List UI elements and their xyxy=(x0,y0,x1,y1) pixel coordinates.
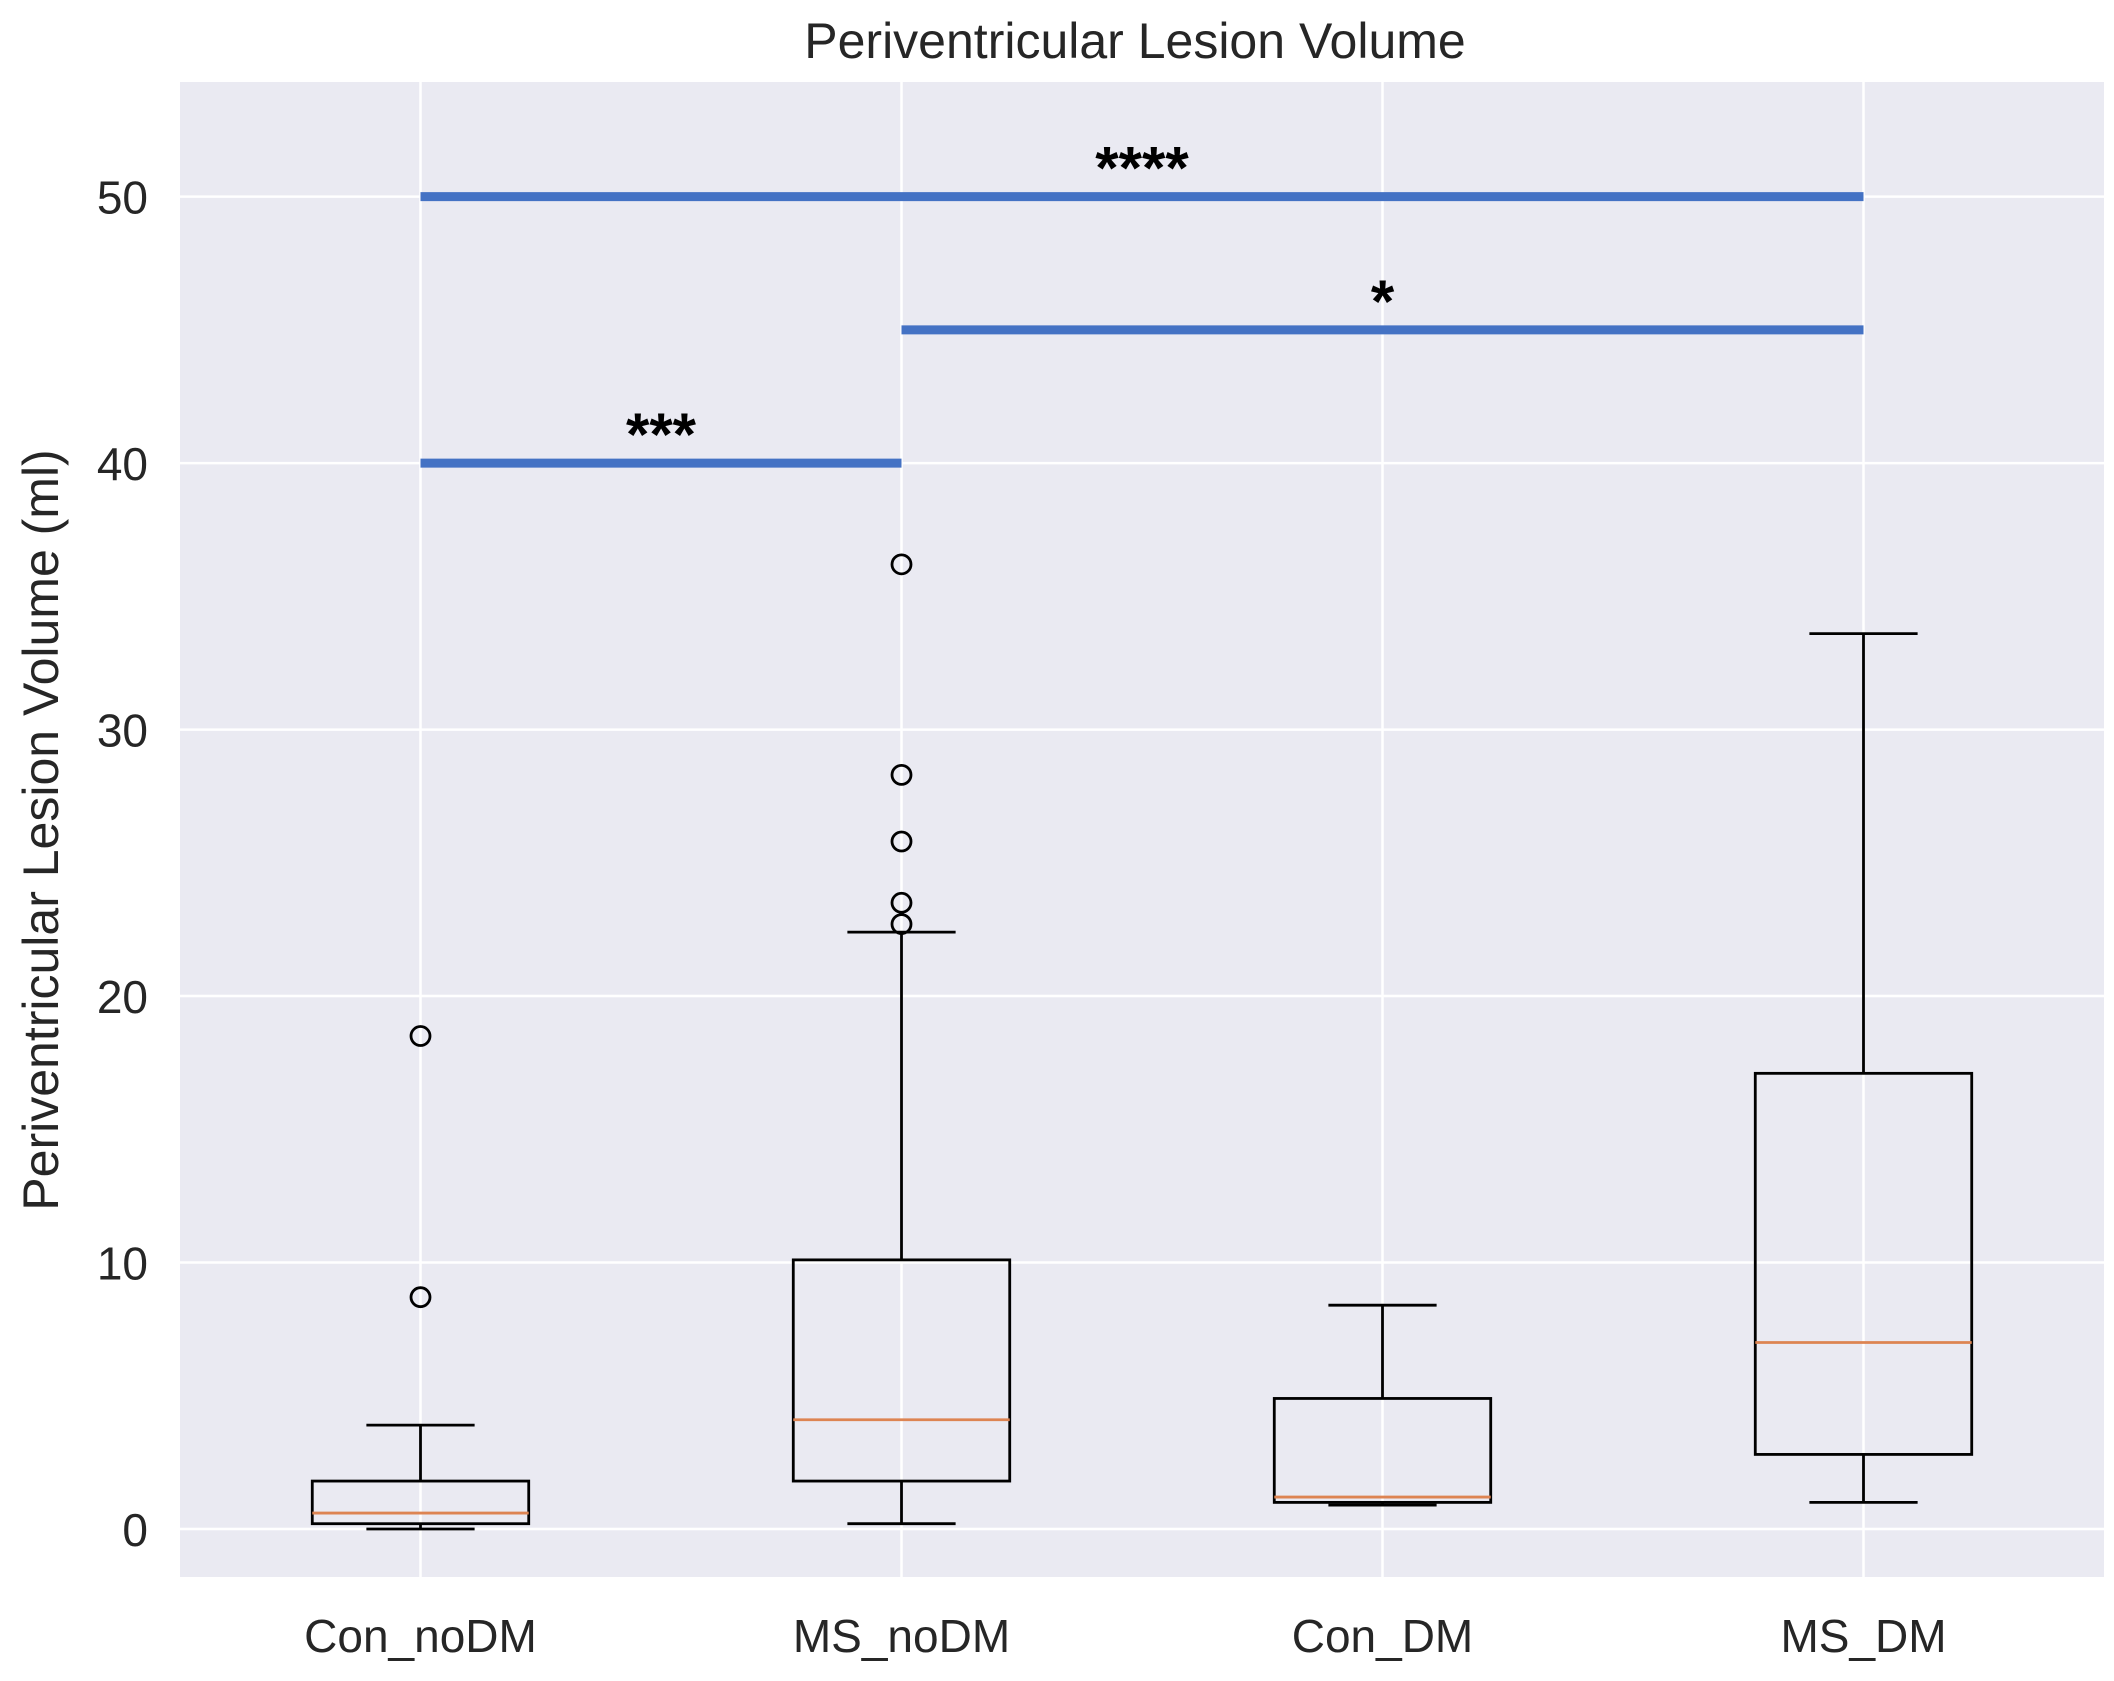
y-tick-label: 50 xyxy=(97,172,148,224)
box-iqr xyxy=(1753,1071,1974,1456)
significance-label: **** xyxy=(1095,135,1189,202)
box-group xyxy=(310,1025,531,1531)
x-tick-label: MS_DM xyxy=(1780,1610,1946,1662)
x-tick-label: MS_noDM xyxy=(793,1610,1010,1662)
box-group xyxy=(1753,632,1974,1504)
box-iqr xyxy=(791,1258,1012,1483)
significance-label: * xyxy=(1371,268,1395,335)
outlier-point xyxy=(890,763,913,786)
outlier-point xyxy=(890,913,913,936)
outlier-point xyxy=(409,1025,432,1047)
outlier-point xyxy=(890,891,913,914)
y-tick-label: 30 xyxy=(97,705,148,757)
y-tick-label: 10 xyxy=(97,1238,148,1290)
box-iqr xyxy=(1272,1397,1493,1504)
x-tick-label: Con_noDM xyxy=(304,1610,537,1662)
significance-layer: ******** xyxy=(420,135,1864,468)
box-group xyxy=(1272,1303,1493,1507)
outlier-point xyxy=(890,830,913,853)
chart-title: Periventricular Lesion Volume xyxy=(804,13,1465,69)
tick-layer: 0 10 20 30 40 50 Con_noDM MS_noDM Con_DM MS_DM xyxy=(97,172,1947,1662)
y-tick-label: 20 xyxy=(97,971,148,1023)
x-tick-label: Con_DM xyxy=(1292,1610,1474,1662)
box-layer xyxy=(310,553,1974,1531)
y-tick-label: 0 xyxy=(122,1504,148,1556)
box-group xyxy=(791,553,1012,1526)
outlier-point xyxy=(409,1286,432,1309)
significance-label: *** xyxy=(626,401,697,468)
y-axis-label: Periventricular Lesion Volume (ml) xyxy=(13,449,69,1210)
y-tick-label: 40 xyxy=(97,438,148,490)
outlier-point xyxy=(890,553,913,576)
box-iqr xyxy=(310,1479,531,1526)
plot-area xyxy=(180,82,2104,1577)
